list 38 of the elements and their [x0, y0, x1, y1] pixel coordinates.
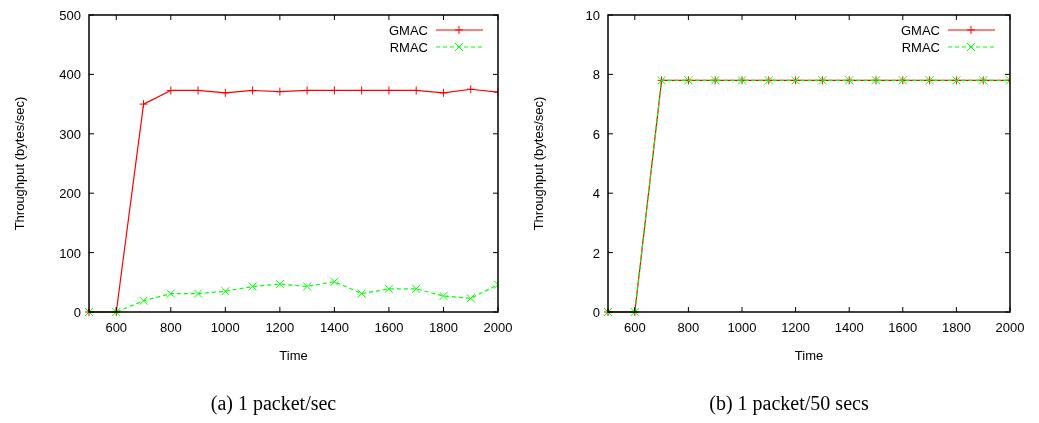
x-tick-label: 800	[677, 320, 700, 335]
x-tick-label: 1800	[429, 320, 458, 335]
y-tick-label: 200	[59, 186, 81, 202]
x-axis-title: Time	[794, 348, 824, 363]
text: (b) 1 packet/50 secs	[709, 392, 869, 415]
y-tick-label: 0	[73, 305, 81, 320]
text: (a) 1 packet/sec	[210, 392, 337, 415]
y-tick-label: 8	[592, 67, 600, 83]
x-tick-label: 1400	[834, 320, 864, 335]
y-tick-label: 10	[585, 8, 600, 23]
legend-label: GMAC	[901, 23, 940, 38]
legend-label: RMAC	[389, 40, 428, 55]
x-tick-label: 1000	[727, 320, 757, 335]
x-tick-label: 1800	[941, 320, 971, 335]
y-tick-label: 4	[592, 186, 600, 202]
y-tick-label: 400	[59, 67, 81, 83]
legend-label: RMAC	[901, 40, 940, 55]
x-tick-label: 1600	[888, 320, 918, 335]
y-tick-label: 300	[59, 126, 81, 142]
y-tick-label: 2	[592, 245, 600, 261]
x-axis-title: Time	[279, 348, 308, 363]
y-axis-title: Throughput (bytes/sec)	[531, 96, 546, 231]
x-tick-label: 2000	[483, 320, 513, 335]
x-tick-label: 1200	[781, 320, 811, 335]
legend-label: GMAC	[389, 23, 428, 38]
x-tick-label: 1400	[319, 320, 349, 335]
x-tick-label: 1200	[265, 320, 295, 335]
x-tick-label: 1000	[210, 320, 240, 335]
y-tick-label: 6	[592, 126, 600, 142]
x-tick-label: 1600	[374, 320, 404, 335]
x-tick-label: 600	[623, 320, 646, 335]
y-tick-label: 500	[59, 8, 81, 23]
y-tick-label: 100	[59, 245, 81, 261]
y-tick-label: 0	[592, 305, 600, 320]
x-tick-label: 800	[159, 320, 182, 335]
x-tick-label: 600	[105, 320, 128, 335]
x-tick-label: 2000	[995, 320, 1025, 335]
y-axis-title: Throughput (bytes/sec)	[12, 96, 27, 231]
